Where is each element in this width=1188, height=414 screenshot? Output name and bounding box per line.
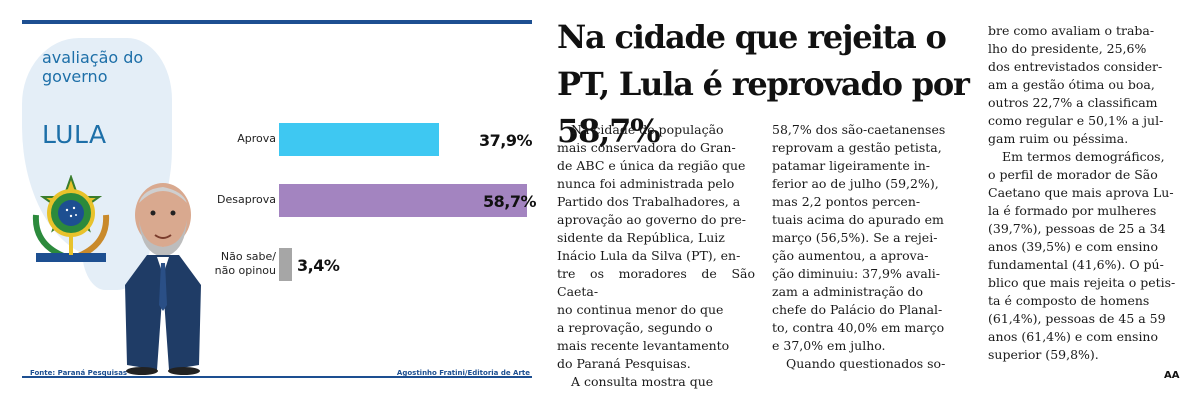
article-paragraph: bre como avaliam o traba- lho do preside… (988, 23, 1164, 146)
article-paragraph: Na cidade de população mais conservadora… (557, 122, 755, 371)
bar-value-label: 3,4% (297, 256, 340, 275)
bar-nao-sabe (279, 248, 292, 281)
bar-category-label: Desaprova (217, 193, 276, 206)
article-column-2: 58,7% dos são-caetanenses reprovam a ges… (772, 121, 970, 373)
article-column-3: bre como avaliam o traba- lho do preside… (988, 22, 1186, 364)
article-column-1: Na cidade de população mais conservadora… (557, 121, 755, 391)
author-signature: AA (1164, 370, 1180, 381)
bar-aprova (279, 123, 440, 156)
brazil-coat-of-arms-icon (32, 175, 110, 262)
bar-value-label: 37,9% (479, 131, 533, 150)
infographic-title: avaliação do governo (42, 48, 144, 86)
bar-category-label: Não sabe/ não opinou (214, 250, 276, 277)
lula-caricature-image (125, 183, 201, 375)
bar-value-label: 58,7% (483, 192, 537, 211)
article-paragraph: Quando questionados so- (786, 356, 946, 371)
infographic: avaliação do governo LULA Aprova 37,9% Des… (22, 20, 537, 382)
art-credit: Agostinho Fratini/Editoria de Arte (396, 369, 530, 377)
bar-category-label: Aprova (237, 132, 276, 145)
top-rule (22, 20, 532, 24)
article-paragraph: A consulta mostra que (571, 374, 714, 389)
bar-desaprova (279, 184, 527, 217)
article-headline: Na cidade que rejeita o PT, Lula é repro… (557, 18, 970, 150)
source-note: Fonte: Paraná Pesquisas (30, 369, 128, 377)
article-paragraph: Em termos demográficos, o perfil de mora… (988, 149, 1176, 362)
bottom-rule (22, 376, 532, 378)
infographic-subject: LULA (42, 120, 107, 149)
article-paragraph: 58,7% dos são-caetanenses reprovam a ges… (772, 122, 946, 353)
